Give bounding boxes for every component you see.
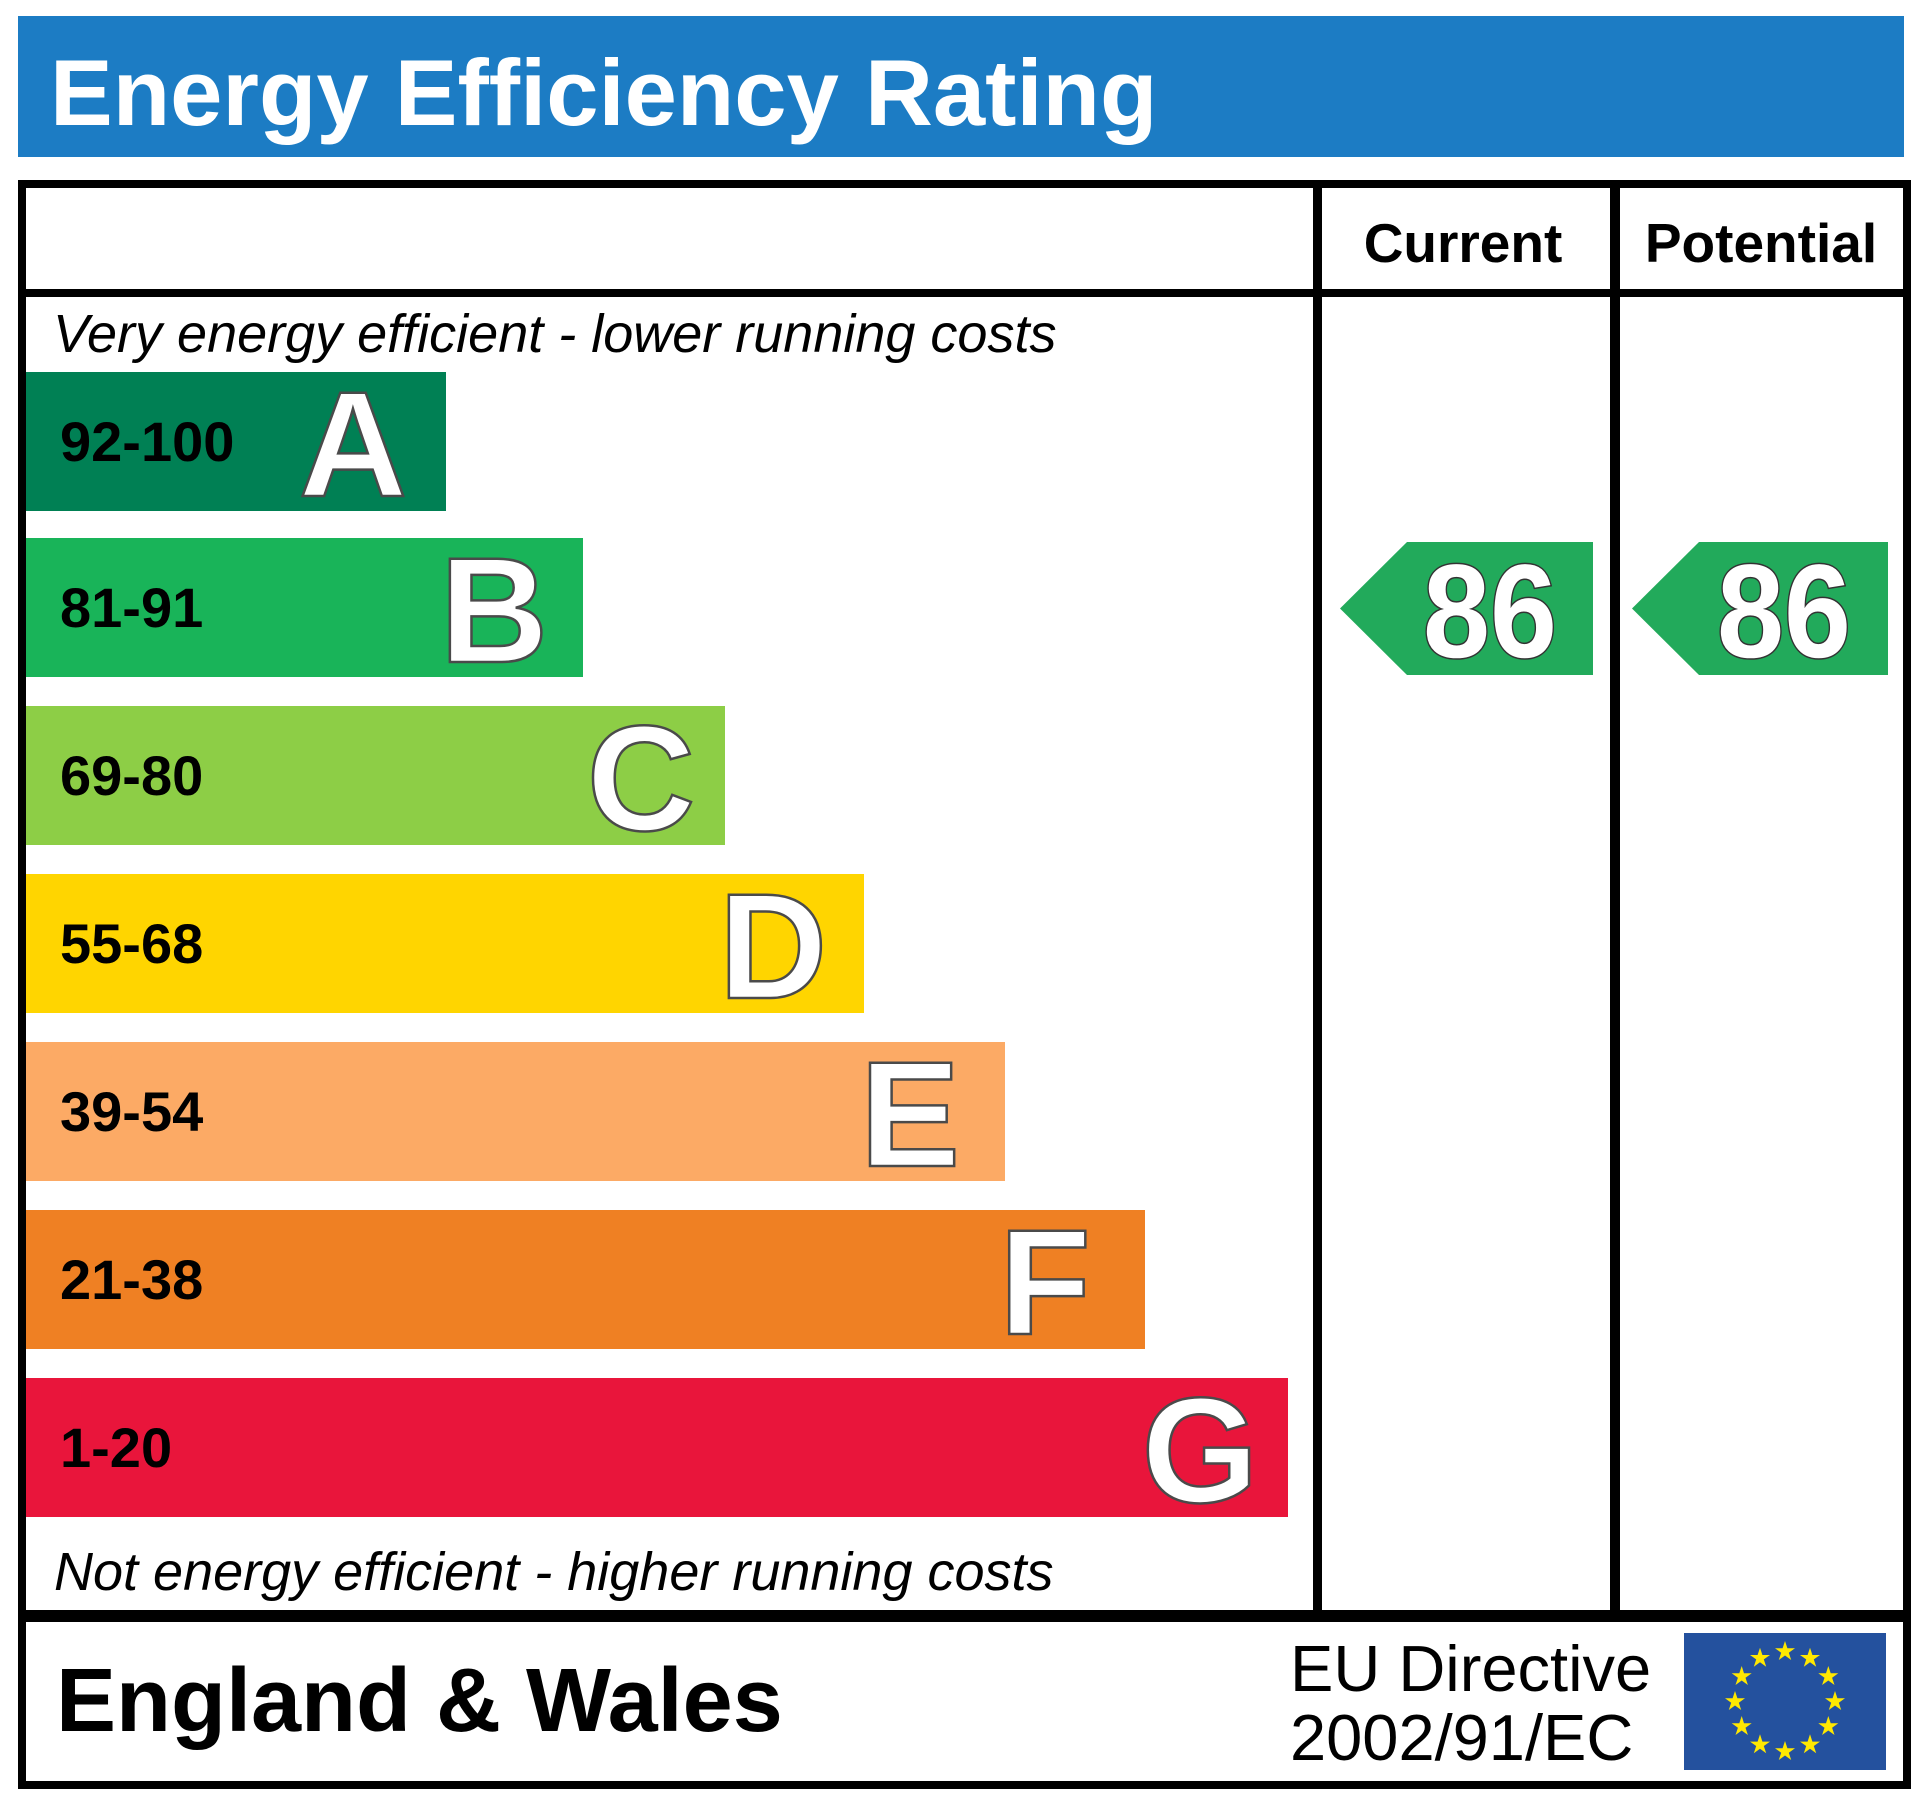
svg-text:86: 86 [1423, 542, 1557, 675]
svg-text:86: 86 [1717, 542, 1851, 675]
